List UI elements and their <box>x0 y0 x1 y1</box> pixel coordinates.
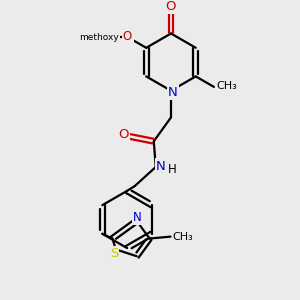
Text: O: O <box>118 128 128 141</box>
Text: N: N <box>168 86 178 99</box>
Text: methoxy: methoxy <box>96 34 114 38</box>
Text: methoxy: methoxy <box>80 33 119 42</box>
Text: S: S <box>110 247 118 260</box>
Text: N: N <box>133 212 142 224</box>
Text: CH₃: CH₃ <box>172 232 193 242</box>
Text: N: N <box>156 160 165 172</box>
Text: H: H <box>168 164 176 176</box>
Text: O: O <box>166 0 176 13</box>
Text: CH₃: CH₃ <box>216 81 237 91</box>
Text: O: O <box>123 30 133 43</box>
Text: O: O <box>122 30 132 43</box>
